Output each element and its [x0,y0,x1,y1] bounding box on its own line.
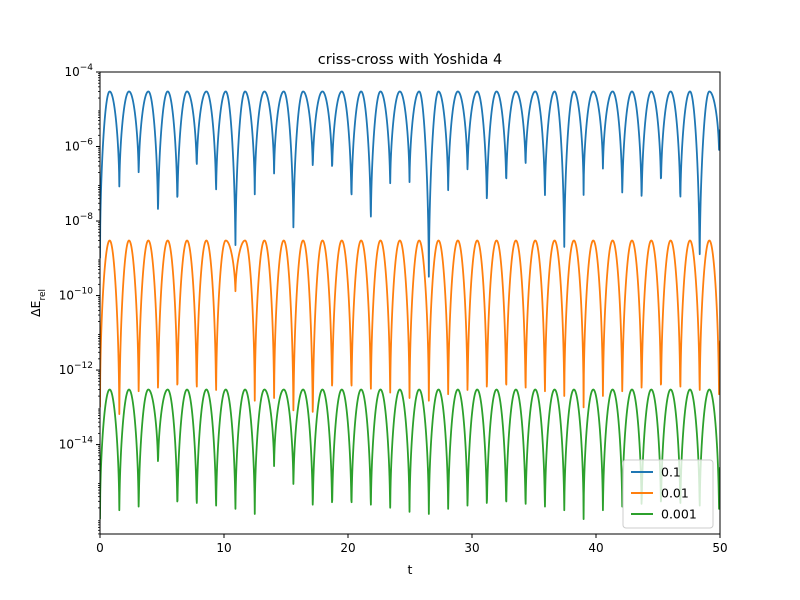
x-tick-label: 0 [96,541,104,555]
chart-title: criss-cross with Yoshida 4 [318,52,502,68]
y-tick-label: 10−8 [64,212,93,228]
y-tick-label: 10−6 [64,138,93,154]
legend-label: 0.01 [661,486,689,501]
legend-label: 0.1 [661,465,681,480]
legend: 0.1 0.01 0.001 [622,459,714,529]
legend-label: 0.001 [661,507,697,522]
y-axis: 10−14 10−12 10−10 10−8 10−6 10−4 [59,63,100,535]
series-layer [100,90,720,520]
series-line-2 [100,388,720,520]
x-axis: 0 10 20 30 40 50 [96,534,728,555]
y-tick-label: 10−14 [59,436,94,452]
series-line-0 [100,90,720,278]
y-tick-label: 10−12 [59,361,93,377]
legend-box [622,459,714,529]
y-tick-label: 10−4 [64,63,93,79]
series-line-1 [100,239,720,415]
x-tick-label: 10 [216,541,231,555]
x-axis-label: t [408,562,413,577]
plot-frame [99,71,721,535]
x-tick-label: 20 [340,541,355,555]
y-tick-label: 10−10 [59,287,94,303]
x-tick-label: 50 [712,541,727,555]
x-tick-label: 40 [588,541,603,555]
x-tick-label: 30 [464,541,479,555]
